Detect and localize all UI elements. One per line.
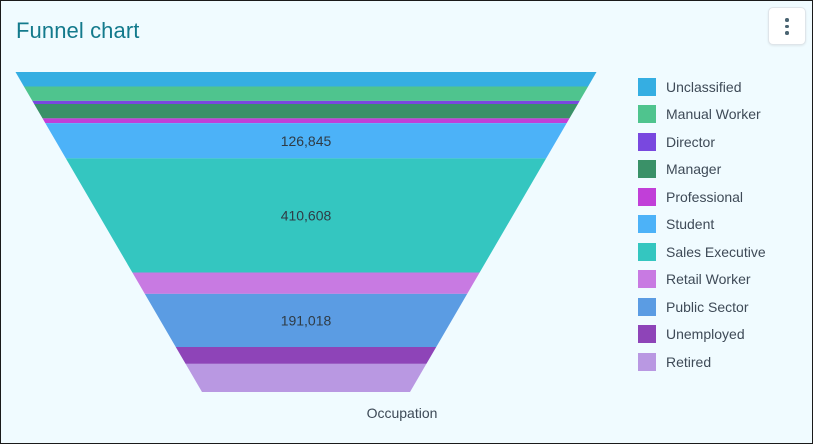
legend-item-retail-worker[interactable]: Retail Worker: [638, 266, 766, 294]
legend-swatch: [638, 270, 656, 289]
legend-swatch: [638, 77, 656, 96]
legend-label: Retail Worker: [666, 271, 751, 288]
legend-swatch: [638, 325, 656, 344]
legend-item-director[interactable]: Director: [638, 128, 766, 156]
x-axis-label: Occupation: [367, 405, 438, 421]
legend-label: Public Sector: [666, 298, 749, 315]
funnel-segment-retail-worker[interactable]: [132, 272, 480, 294]
legend-swatch: [638, 242, 656, 261]
legend-label: Retired: [666, 353, 712, 370]
legend-label: Professional: [666, 188, 744, 205]
legend-label: Manual Worker: [666, 106, 761, 123]
chart-legend: Unclassified Manual Worker Director Manager…: [638, 73, 766, 376]
legend-swatch: [638, 132, 656, 151]
more-vertical-icon-dot: [785, 24, 789, 28]
legend-swatch: [638, 187, 656, 206]
legend-item-manual-worker[interactable]: Manual Worker: [638, 101, 766, 129]
legend-item-professional[interactable]: Professional: [638, 183, 766, 211]
legend-label: Unemployed: [666, 326, 745, 343]
legend-item-unclassified[interactable]: Unclassified: [638, 73, 766, 101]
funnel-segment-public-sector[interactable]: [144, 293, 468, 347]
more-vertical-icon-dot: [785, 31, 789, 35]
more-vertical-icon: [785, 18, 789, 22]
legend-label: Sales Executive: [666, 243, 766, 260]
legend-swatch: [638, 215, 656, 234]
legend-item-student[interactable]: Student: [638, 211, 766, 239]
legend-label: Director: [666, 133, 716, 150]
funnel-segment-manager[interactable]: [34, 103, 578, 119]
legend-swatch: [638, 297, 656, 316]
legend-item-public-sector[interactable]: Public Sector: [638, 293, 766, 321]
legend-item-retired[interactable]: Retired: [638, 348, 766, 376]
more-options-button[interactable]: [768, 7, 806, 45]
funnel-segment-professional[interactable]: [42, 118, 570, 124]
funnel-data-label-sales-executive: 410,608: [281, 207, 332, 223]
legend-swatch: [638, 160, 656, 179]
legend-label: Manager: [666, 161, 722, 178]
legend-swatch: [638, 105, 656, 124]
funnel-segment-unemployed[interactable]: [175, 346, 437, 364]
funnel-segment-student[interactable]: [45, 123, 567, 159]
legend-item-unemployed[interactable]: Unemployed: [638, 321, 766, 349]
legend-label: Unclassified: [666, 78, 742, 95]
funnel-data-label-student: 126,845: [281, 133, 332, 149]
funnel-data-label-public-sector: 191,018: [281, 312, 332, 328]
chart-title: Funnel chart: [16, 18, 140, 43]
legend-item-sales-executive[interactable]: Sales Executive: [638, 238, 766, 266]
funnel-segment-manual-worker[interactable]: [23, 86, 589, 101]
legend-label: Student: [666, 216, 715, 233]
legend-item-manager[interactable]: Manager: [638, 156, 766, 184]
funnel-segment-sales-executive[interactable]: [65, 158, 547, 273]
legend-swatch: [638, 352, 656, 371]
funnel-segment-retired[interactable]: [185, 363, 427, 392]
funnel-segment-unclassified[interactable]: [15, 72, 597, 87]
funnel-segment-director[interactable]: [32, 100, 580, 104]
